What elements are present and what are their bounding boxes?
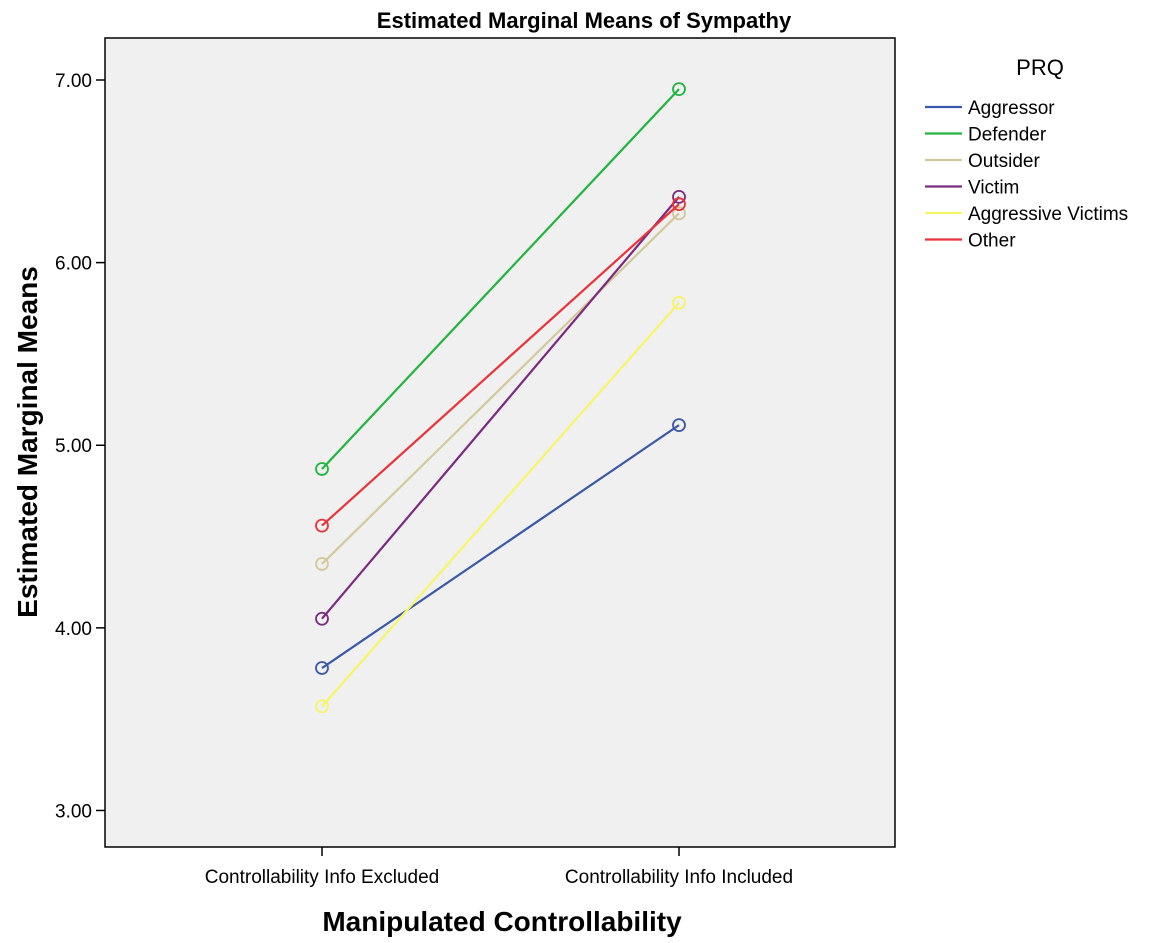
x-axis: Controllability Info Excluded Controllabi… bbox=[205, 847, 793, 888]
series-aggressive-victims bbox=[315, 295, 686, 714]
y-tick-label: 7.00 bbox=[55, 71, 92, 92]
y-axis-title: Estimated Marginal Means bbox=[12, 266, 43, 618]
plot-area bbox=[104, 37, 896, 848]
y-axis: 3.00 4.00 5.00 6.00 7.00 bbox=[55, 71, 105, 822]
y-tick-label: 5.00 bbox=[55, 436, 92, 457]
data-point bbox=[672, 82, 686, 97]
series-outsider bbox=[315, 206, 686, 571]
legend-item: Victim bbox=[925, 178, 1019, 199]
data-point bbox=[672, 197, 686, 212]
series-line bbox=[321, 302, 680, 708]
data-point bbox=[315, 462, 329, 476]
y-tick-label: 6.00 bbox=[55, 254, 92, 275]
legend-label: Outsider bbox=[968, 151, 1040, 172]
series-defender bbox=[315, 82, 686, 476]
x-tick-label: Controllability Info Excluded bbox=[205, 867, 439, 888]
y-tick-label: 3.00 bbox=[55, 801, 92, 822]
x-tick-label: Controllability Info Included bbox=[565, 867, 793, 888]
legend: PRQ Aggressor Defender Outsider Victim Aggre… bbox=[925, 55, 1128, 252]
legend-label: Defender bbox=[968, 125, 1047, 146]
series-line bbox=[321, 196, 680, 620]
series-aggressor bbox=[315, 418, 686, 675]
series-victim bbox=[315, 189, 686, 626]
series-line bbox=[321, 88, 680, 470]
series-line bbox=[321, 212, 680, 565]
data-point bbox=[315, 557, 329, 571]
legend-item: Outsider bbox=[925, 151, 1040, 172]
series-line bbox=[321, 203, 680, 527]
series-line bbox=[321, 424, 680, 669]
data-point bbox=[672, 295, 686, 310]
chart-title: Estimated Marginal Means of Sympathy bbox=[377, 8, 792, 33]
legend-item: Defender bbox=[925, 125, 1047, 146]
series-other bbox=[315, 197, 686, 533]
data-point bbox=[672, 418, 686, 433]
legend-title: PRQ bbox=[1016, 55, 1064, 80]
data-point bbox=[672, 189, 686, 204]
data-point bbox=[315, 611, 329, 626]
y-tick-label: 4.00 bbox=[55, 619, 92, 640]
legend-label: Victim bbox=[968, 178, 1019, 199]
data-point bbox=[315, 518, 329, 533]
legend-label: Aggressive Victims bbox=[968, 204, 1128, 225]
legend-item: Aggressive Victims bbox=[925, 204, 1128, 225]
data-point bbox=[315, 699, 329, 714]
legend-item: Other bbox=[925, 231, 1016, 252]
series-layer bbox=[315, 82, 686, 714]
data-point bbox=[672, 206, 686, 221]
legend-label: Other bbox=[968, 231, 1016, 252]
data-point bbox=[315, 661, 329, 675]
x-axis-title: Manipulated Controllability bbox=[322, 906, 682, 937]
legend-item: Aggressor bbox=[925, 98, 1055, 119]
legend-label: Aggressor bbox=[968, 98, 1055, 119]
